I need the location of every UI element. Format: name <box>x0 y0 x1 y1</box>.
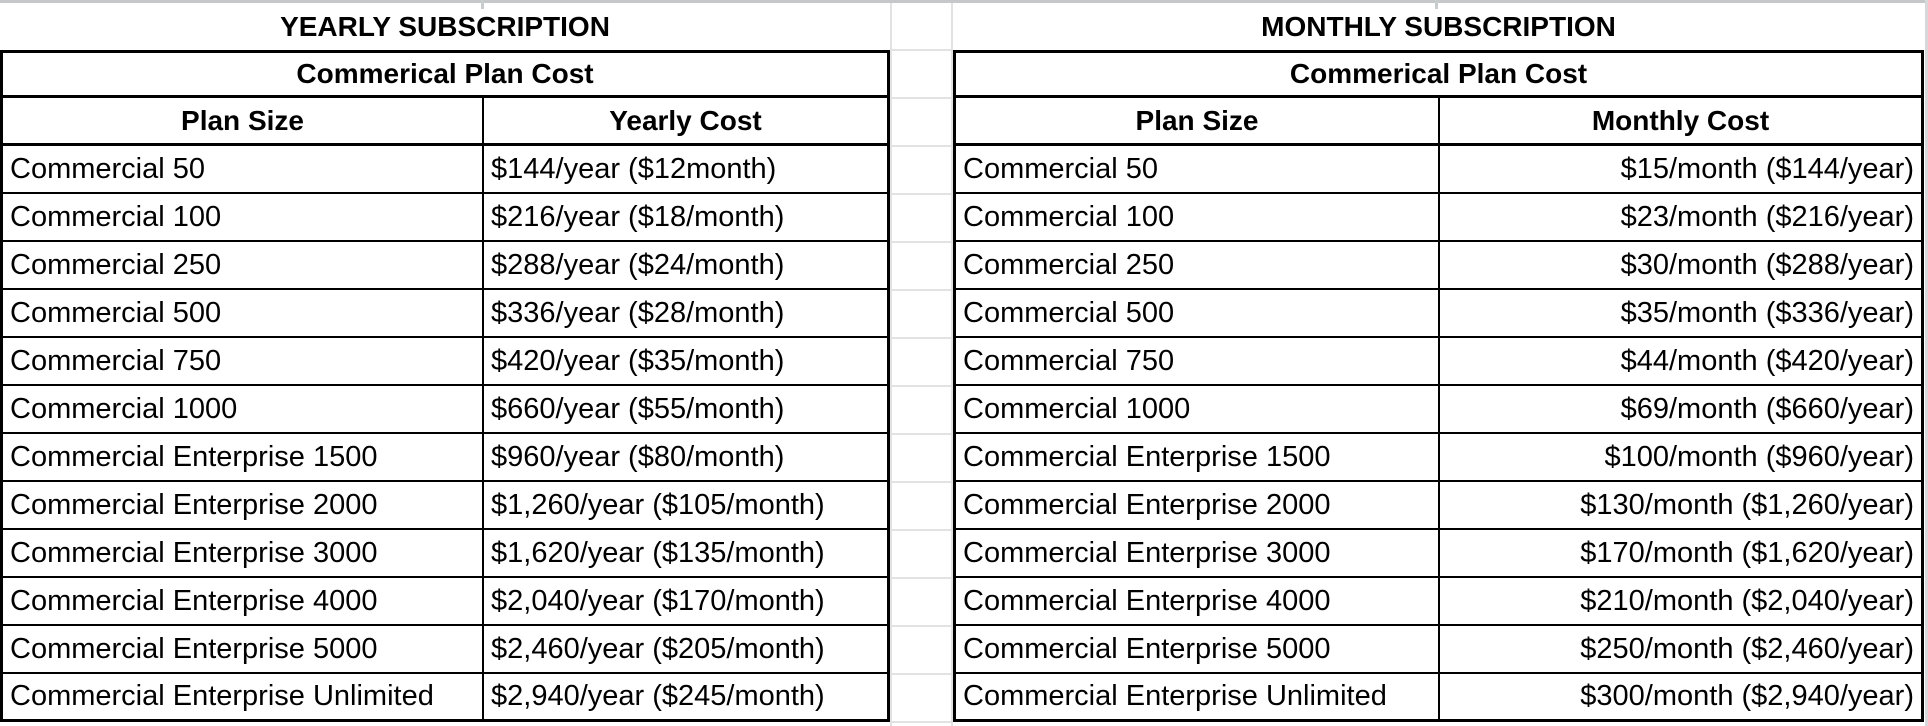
plan-size-cell[interactable]: Commercial Enterprise 1500 <box>3 434 484 480</box>
yearly-table-header-row: Plan Size Yearly Cost <box>3 98 887 146</box>
cost-cell[interactable]: $660/year ($55/month) <box>491 393 785 425</box>
cost-cell[interactable]: $420/year ($35/month) <box>491 345 785 377</box>
plan-size-cell[interactable]: Commercial Enterprise 2000 <box>956 482 1440 528</box>
cost-cell[interactable]: $15/month ($144/year) <box>1620 153 1914 185</box>
table-row: Commercial Enterprise 2000 $1,260/year ($… <box>3 482 887 530</box>
plan-size-cell[interactable]: Commercial 100 <box>956 194 1440 240</box>
table-row: Commercial Enterprise 4000 $210/month ($2… <box>956 578 1921 626</box>
plan-size-cell[interactable]: Commercial 250 <box>956 242 1440 288</box>
cost-cell[interactable]: $960/year ($80/month) <box>491 441 785 473</box>
table-row: Commercial 50 $144/year ($12month) <box>3 146 887 194</box>
plan-size-cell[interactable]: Commercial 500 <box>3 290 484 336</box>
plan-size-cell[interactable]: Commercial 1000 <box>3 386 484 432</box>
plan-size-cell[interactable]: Commercial Enterprise Unlimited <box>956 674 1440 719</box>
monthly-subscription-table: MONTHLY SUBSCRIPTION Commerical Plan Cos… <box>953 3 1924 722</box>
plan-size-cell[interactable]: Commercial Enterprise 5000 <box>3 626 484 672</box>
table-row: Commercial Enterprise 3000 $1,620/year ($… <box>3 530 887 578</box>
plan-size-cell[interactable]: Commercial Enterprise Unlimited <box>3 674 484 719</box>
yearly-subscription-table: YEARLY SUBSCRIPTION Commerical Plan Cost… <box>0 3 890 722</box>
plan-size-cell[interactable]: Commercial Enterprise 3000 <box>3 530 484 576</box>
plan-size-cell[interactable]: Commercial Enterprise 5000 <box>956 626 1440 672</box>
cost-cell[interactable]: $44/month ($420/year) <box>1620 345 1914 377</box>
monthly-table-title[interactable]: MONTHLY SUBSCRIPTION <box>1261 11 1616 42</box>
column-header-monthly-cost[interactable]: Monthly Cost <box>1591 105 1770 136</box>
cost-cell[interactable]: $2,460/year ($205/month) <box>491 633 825 665</box>
table-row: Commercial Enterprise 2000 $130/month ($1… <box>956 482 1921 530</box>
monthly-table-header-row: Plan Size Monthly Cost <box>956 98 1921 146</box>
cost-cell[interactable]: $2,040/year ($170/month) <box>491 585 825 617</box>
sheet-top-gridline <box>0 0 1928 3</box>
sheet-column-gridline-tick <box>1435 0 1438 9</box>
cost-cell[interactable]: $69/month ($660/year) <box>1620 393 1914 425</box>
yearly-table-box: Commerical Plan Cost Plan Size Yearly Co… <box>0 50 890 722</box>
plan-size-cell[interactable]: Commercial Enterprise 4000 <box>3 578 484 624</box>
sheet-right-gridline <box>1925 0 1928 726</box>
table-row: Commercial 750 $420/year ($35/month) <box>3 338 887 386</box>
cost-cell[interactable]: $100/month ($960/year) <box>1604 441 1914 473</box>
cost-cell[interactable]: $210/month ($2,040/year) <box>1580 585 1914 617</box>
table-row: Commercial 250 $288/year ($24/month) <box>3 242 887 290</box>
sheet-gap-column <box>890 3 953 726</box>
table-row: Commercial 100 $216/year ($18/month) <box>3 194 887 242</box>
column-header-plan-size[interactable]: Plan Size <box>956 98 1440 143</box>
cost-cell[interactable]: $23/month ($216/year) <box>1620 201 1914 233</box>
table-row: Commercial Enterprise Unlimited $2,940/ye… <box>3 674 887 719</box>
plan-size-cell[interactable]: Commercial Enterprise 1500 <box>956 434 1440 480</box>
cost-cell[interactable]: $336/year ($28/month) <box>491 297 785 329</box>
plan-size-cell[interactable]: Commercial 100 <box>3 194 484 240</box>
yearly-table-subtitle[interactable]: Commerical Plan Cost <box>3 53 887 98</box>
cost-cell[interactable]: $130/month ($1,260/year) <box>1580 489 1914 521</box>
table-row: Commercial Enterprise 3000 $170/month ($1… <box>956 530 1921 578</box>
plan-size-cell[interactable]: Commercial Enterprise 2000 <box>3 482 484 528</box>
cost-cell[interactable]: $300/month ($2,940/year) <box>1580 680 1914 712</box>
yearly-table-rows: Commercial 50 $144/year ($12month) Commerc… <box>3 146 887 719</box>
monthly-table-box: Commerical Plan Cost Plan Size Monthly C… <box>953 50 1924 722</box>
monthly-table-subtitle[interactable]: Commerical Plan Cost <box>956 53 1921 98</box>
plan-size-cell[interactable]: Commercial 50 <box>3 146 484 192</box>
plan-size-cell[interactable]: Commercial 750 <box>3 338 484 384</box>
yearly-table-title[interactable]: YEARLY SUBSCRIPTION <box>280 11 610 42</box>
column-header-plan-size[interactable]: Plan Size <box>3 98 484 143</box>
table-row: Commercial Enterprise 1500 $960/year ($80… <box>3 434 887 482</box>
column-header-yearly-cost[interactable]: Yearly Cost <box>609 105 762 136</box>
cost-cell[interactable]: $250/month ($2,460/year) <box>1580 633 1914 665</box>
table-row: Commercial Enterprise 4000 $2,040/year ($… <box>3 578 887 626</box>
plan-size-cell[interactable]: Commercial 250 <box>3 242 484 288</box>
plan-size-cell[interactable]: Commercial 1000 <box>956 386 1440 432</box>
monthly-table-rows: Commercial 50 $15/month ($144/year) Commer… <box>956 146 1921 719</box>
cost-cell[interactable]: $1,260/year ($105/month) <box>491 489 825 521</box>
plan-size-cell[interactable]: Commercial Enterprise 3000 <box>956 530 1440 576</box>
table-row: Commercial Enterprise 5000 $250/month ($2… <box>956 626 1921 674</box>
table-row: Commercial Enterprise Unlimited $300/mont… <box>956 674 1921 719</box>
plan-size-cell[interactable]: Commercial 500 <box>956 290 1440 336</box>
sheet-column-gridline-tick <box>481 0 484 9</box>
table-row: Commercial Enterprise 5000 $2,460/year ($… <box>3 626 887 674</box>
cost-cell[interactable]: $2,940/year ($245/month) <box>491 680 825 712</box>
cost-cell[interactable]: $216/year ($18/month) <box>491 201 785 233</box>
cost-cell[interactable]: $35/month ($336/year) <box>1620 297 1914 329</box>
table-row: Commercial 100 $23/month ($216/year) <box>956 194 1921 242</box>
cost-cell[interactable]: $288/year ($24/month) <box>491 249 785 281</box>
table-row: Commercial Enterprise 1500 $100/month ($9… <box>956 434 1921 482</box>
cost-cell[interactable]: $1,620/year ($135/month) <box>491 537 825 569</box>
table-row: Commercial 1000 $660/year ($55/month) <box>3 386 887 434</box>
plan-size-cell[interactable]: Commercial 750 <box>956 338 1440 384</box>
cost-cell[interactable]: $144/year ($12month) <box>491 153 777 185</box>
cost-cell[interactable]: $30/month ($288/year) <box>1620 249 1914 281</box>
table-row: Commercial 50 $15/month ($144/year) <box>956 146 1921 194</box>
table-row: Commercial 500 $336/year ($28/month) <box>3 290 887 338</box>
cost-cell[interactable]: $170/month ($1,620/year) <box>1580 537 1914 569</box>
table-row: Commercial 750 $44/month ($420/year) <box>956 338 1921 386</box>
plan-size-cell[interactable]: Commercial Enterprise 4000 <box>956 578 1440 624</box>
table-row: Commercial 250 $30/month ($288/year) <box>956 242 1921 290</box>
table-row: Commercial 500 $35/month ($336/year) <box>956 290 1921 338</box>
plan-size-cell[interactable]: Commercial 50 <box>956 146 1440 192</box>
table-row: Commercial 1000 $69/month ($660/year) <box>956 386 1921 434</box>
